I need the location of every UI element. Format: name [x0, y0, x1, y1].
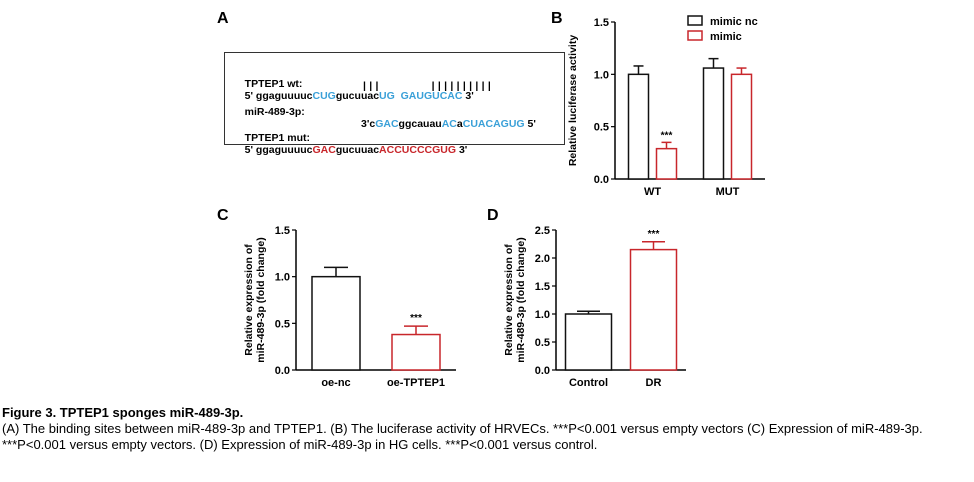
sequence-segment: GAC: [312, 144, 336, 156]
legend-label: mimic: [710, 31, 742, 43]
panel-letter-d: D: [487, 207, 499, 224]
sequence-segment: ggcauau: [398, 118, 442, 130]
bar: [629, 248, 678, 371]
significance-label: ***: [410, 313, 422, 324]
figure-caption: Figure 3. TPTEP1 sponges miR-489-3p. (A)…: [2, 405, 970, 453]
x-tick-label: Control: [569, 377, 608, 389]
y-tick-label: 0.0: [535, 365, 550, 377]
y-tick-label: 0.5: [275, 318, 290, 330]
y-tick-label: 1.5: [535, 281, 550, 293]
panel-letter-c: C: [217, 207, 229, 224]
y-tick-label: 2.5: [535, 225, 550, 237]
panel-letter-a: A: [217, 10, 229, 27]
chart-b-luciferase: 0.0 0.5 1.0 1.5 Relative luciferase activity…: [567, 15, 765, 198]
y-tick-label: 2.0: [535, 253, 550, 265]
x-tick-label: oe-nc: [321, 377, 350, 389]
mir-sequence: 3'cGACggcauauACaCUACAGUG 5': [361, 118, 536, 130]
sequence-segment: gucuuac: [335, 90, 380, 102]
y-tick-label: 0.0: [594, 174, 609, 186]
sequence-segment: 5' ggaguuuuc: [244, 90, 313, 102]
sequence-segment: 5' ggaguuuuc: [244, 144, 313, 156]
bar: [655, 147, 678, 180]
y-axis-label: Relative luciferase activity: [567, 35, 579, 166]
significance-label: ***: [661, 130, 673, 141]
bar: [391, 333, 441, 371]
y-tick-label: 1.0: [275, 272, 290, 284]
sequence-segment: CUACAGUG: [462, 118, 525, 130]
panel-letter-b: B: [551, 10, 563, 27]
y-axis-label: miR-489-3p (fold change): [515, 237, 527, 362]
sequence-segment: 3': [462, 90, 474, 102]
sequence-segment: GAC: [375, 118, 399, 130]
wt-label: TPTEP1 wt:: [244, 78, 303, 90]
bar: [702, 67, 725, 180]
wt-sequence: 5' ggaguuuucCUGgucuuacUG GAUGUCAC 3': [245, 90, 474, 102]
y-tick-label: 0.5: [594, 122, 609, 134]
caption-title: Figure 3. TPTEP1 sponges miR-489-3p.: [2, 405, 244, 420]
y-axis-label: Relative expression of: [503, 244, 515, 356]
chart-c-expression: 0.0 0.5 1.0 1.5 Relative expression of miR-48…: [243, 225, 456, 389]
y-axis-label: miR-489-3p (fold change): [255, 237, 267, 362]
legend-label: mimic nc: [710, 16, 758, 28]
mir-sequence-line: miR-489-3p: 3'cGACggcauauACaCUACAGUG 5': [233, 94, 536, 142]
sequence-segment: UG: [379, 90, 395, 102]
sequence-segment: ACCUCCCGUG: [379, 144, 457, 156]
significance-label: ***: [648, 229, 660, 240]
sequence-segment: GAUGUCAC: [400, 90, 463, 102]
sequence-segment: AC: [441, 118, 457, 130]
sequence-segment: 3'c: [361, 118, 376, 130]
y-axis-label: Relative expression of: [243, 244, 255, 356]
sequence-segment: gucuuac: [335, 144, 380, 156]
sequence-segment: 5': [524, 118, 536, 130]
bar: [564, 313, 613, 371]
chart-d-expression: 0.0 0.5 1.0 1.5 2.0 2.5 Relative expression of…: [503, 225, 686, 389]
mut-sequence-line: TPTEP1 mut: 5' ggaguuuucGACgucuuacACCUCC…: [233, 120, 468, 168]
x-tick-label: DR: [646, 377, 662, 389]
caption-body: (A) The binding sites between miR-489-3p…: [2, 421, 923, 452]
x-tick-label: oe-TPTEP1: [387, 377, 445, 389]
y-tick-label: 1.5: [594, 17, 609, 29]
mut-sequence: 5' ggaguuuucGACgucuuacACCUCCCGUG 3': [245, 144, 468, 156]
legend-swatch: [687, 30, 703, 41]
mut-label: TPTEP1 mut:: [244, 132, 311, 144]
y-tick-label: 0.5: [535, 337, 550, 349]
bar: [730, 73, 753, 180]
sequence-segment: 3': [456, 144, 468, 156]
sequence-alignment-box: TPTEP1 wt: 5' ggaguuuucCUGgucuuacUG GAUG…: [224, 52, 565, 156]
y-tick-label: 1.0: [535, 309, 550, 321]
legend-swatch: [687, 15, 703, 26]
x-tick-label: MUT: [716, 186, 740, 198]
wt-sequence-line: TPTEP1 wt: 5' ggaguuuucCUGgucuuacUG GAUG…: [233, 66, 474, 114]
sequence-segment: a: [456, 118, 463, 130]
sequence-segment: CUG: [312, 90, 336, 102]
x-tick-label: WT: [644, 186, 661, 198]
y-tick-label: 1.5: [275, 225, 290, 237]
mir-label: miR-489-3p:: [244, 106, 305, 118]
bar: [311, 275, 361, 371]
y-tick-label: 0.0: [275, 365, 290, 377]
y-tick-label: 1.0: [594, 69, 609, 81]
bar: [627, 73, 650, 180]
base-pairing-marks: | | | | | | | | | | | | |: [363, 80, 492, 92]
